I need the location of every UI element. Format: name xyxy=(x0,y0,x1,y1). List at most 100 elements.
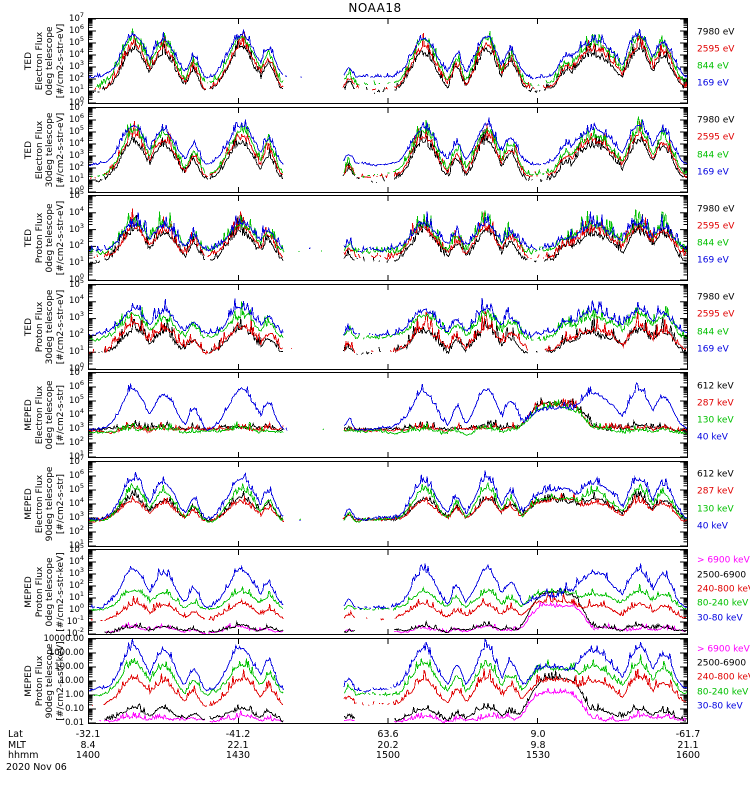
axis-tick-column: 63.6 20.2 1500 xyxy=(375,729,401,761)
legend-entry: 7980 eV xyxy=(697,292,735,303)
trace-black xyxy=(104,588,687,634)
trace-green xyxy=(89,300,687,342)
legend-ted-electron-0deg: 7980 eV 2595 eV 844 eV 169 eV xyxy=(697,18,750,104)
legend-entry: 30-80 keV xyxy=(697,613,743,624)
legend-entry: 612 keV xyxy=(697,381,734,392)
trace-black xyxy=(98,316,687,355)
y-tick-label: 101 xyxy=(69,171,84,185)
y-axis-title: TED Proton Flux 0deg telescope [#/cm2-s-str… xyxy=(24,200,66,276)
trace-green xyxy=(89,481,687,523)
y-tick-label: 103 xyxy=(69,565,84,579)
y-tick-label: 0.10 xyxy=(65,703,84,714)
panel-ted-electron-30deg xyxy=(88,106,688,193)
trace-green xyxy=(90,116,687,178)
legend-entry: 169 eV xyxy=(697,167,729,178)
y-tick-label: 101 xyxy=(69,255,84,268)
y-tick-label: 102 xyxy=(69,326,84,340)
legend-entry: 844 eV xyxy=(697,61,729,72)
y-tick-label: 106 xyxy=(69,378,84,392)
y-tick-label: 102 xyxy=(69,70,84,84)
panel-ted-proton-30deg xyxy=(88,283,688,370)
plot-area xyxy=(89,107,687,192)
trace-red xyxy=(94,32,687,91)
legend-entry: 169 eV xyxy=(697,344,729,355)
y-tick-label: 103 xyxy=(69,221,84,235)
y-tick-label: 103 xyxy=(69,58,84,72)
legend-entry: 240-800 keV xyxy=(697,672,750,683)
trace-green xyxy=(96,28,687,89)
y-tick-label: 101 xyxy=(69,82,84,96)
axis-row-label: hhmm xyxy=(8,750,39,761)
legend-entry: 130 keV xyxy=(697,504,734,515)
trace-black xyxy=(90,670,687,722)
trace-red xyxy=(89,492,687,523)
y-tick-label: 101 xyxy=(69,537,84,551)
panel-meped-electron-0deg xyxy=(88,372,688,458)
legend-entry: 80-240 keV xyxy=(697,598,749,609)
trace-blue xyxy=(89,381,687,432)
y-tick-label: 105 xyxy=(69,541,84,555)
plot-area xyxy=(89,461,687,546)
legend-entry: 7980 eV xyxy=(697,115,735,126)
legend-entry: 2595 eV xyxy=(697,309,735,320)
panel-meped-electron-90deg xyxy=(88,460,688,547)
trace-blue xyxy=(89,29,687,80)
panel-meped-proton-0deg xyxy=(88,549,688,635)
legend-meped-proton-0deg: > 6900 keV 2500-6900 240-800 keV 80-240 keV… xyxy=(697,549,750,635)
legend-entry: 287 keV xyxy=(697,398,734,409)
trace-black xyxy=(89,214,687,264)
y-tick-label: 101 xyxy=(69,589,84,603)
y-tick-label: 105 xyxy=(69,392,84,406)
legend-entry: > 6900 keV xyxy=(697,644,750,655)
panel-ted-proton-0deg xyxy=(88,195,688,281)
trace-red xyxy=(91,667,687,707)
y-tick-label: 100 xyxy=(69,360,84,374)
y-tick-label: 103 xyxy=(69,509,84,523)
trace-green xyxy=(92,654,687,697)
y-tick-label: 107 xyxy=(69,99,84,113)
y-tick-label: 105 xyxy=(69,123,84,137)
y-tick-label: 10-2 xyxy=(66,625,84,639)
y-tick-labels: 105 104 103 102 101 100 xyxy=(42,277,84,374)
legend-entry: 612 keV xyxy=(697,469,734,480)
y-tick-label: 105 xyxy=(69,276,84,290)
legend-entry: 130 keV xyxy=(697,415,734,426)
y-axis-title: TED Proton Flux 30deg telescope [#/cm2-s-st… xyxy=(24,289,66,364)
y-tick-label: 107 xyxy=(69,364,84,378)
axis-row-label: MLT xyxy=(8,739,26,751)
legend-entry: 40 keV xyxy=(697,432,728,443)
legend-entry: 240-800 keV xyxy=(697,584,750,595)
trace-black xyxy=(92,36,687,94)
legend-entry: 80-240 keV xyxy=(697,687,749,698)
page-title: NOAA18 xyxy=(348,1,402,15)
y-tick-label: 106 xyxy=(69,111,84,125)
y-axis-title: MEPED Electron Flux 90deg telescope [#/cm2-… xyxy=(24,466,66,541)
y-tick-label: 100 xyxy=(69,183,84,197)
trace-green xyxy=(90,584,687,612)
legend-entry: 844 eV xyxy=(697,238,729,249)
legend-ted-proton-30deg: 7980 eV 2595 eV 844 eV 169 eV xyxy=(697,284,750,370)
y-tick-labels: 10000.00 1000.00 100.00 10.00 1.00 0.10 0.01 xyxy=(42,634,84,726)
panel-ted-electron-0deg xyxy=(88,18,688,104)
trace-blue xyxy=(89,117,687,167)
y-tick-label: 1.00 xyxy=(65,689,84,700)
y-tick-label: 104 xyxy=(69,135,84,149)
panel-meped-proton-90deg xyxy=(88,637,688,724)
y-axis-title: MEPED Proton Flux 90deg telescope [#/cm2-s-… xyxy=(24,640,66,721)
y-axis-title: TED Electron Flux 30deg telescope [#/cm2-s-… xyxy=(24,112,66,187)
trace-blue xyxy=(89,470,687,521)
y-tick-label: 107 xyxy=(69,453,84,467)
y-tick-label: 10-1 xyxy=(66,613,84,627)
legend-entry: 844 eV xyxy=(697,327,729,338)
y-tick-labels: 105 104 103 102 101 100 10-1 10-2 xyxy=(42,541,84,638)
trace-green xyxy=(89,399,687,436)
y-tick-label: 104 xyxy=(69,406,84,420)
axis-tick-column: -32.1 8.4 1400 xyxy=(75,729,101,761)
legend-entry: 2500-6900 xyxy=(697,570,747,581)
y-tick-label: 102 xyxy=(69,523,84,537)
y-axis-title: MEPED Proton Flux 0deg telescope [#/cm2-s-s… xyxy=(24,552,66,632)
legend-entry: 287 keV xyxy=(697,486,734,497)
y-tick-label: 103 xyxy=(69,310,84,323)
trace-magenta xyxy=(99,687,687,723)
